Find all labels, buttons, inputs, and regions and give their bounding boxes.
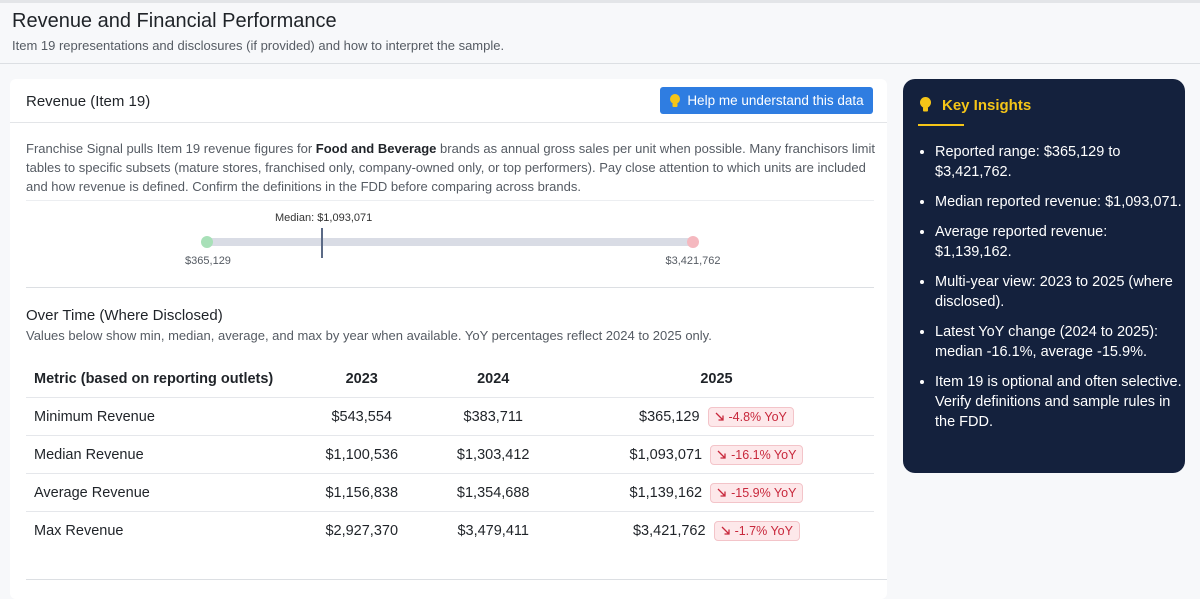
metric-name: Minimum Revenue: [34, 408, 155, 425]
intro-part: brands as annual gross sales per unit wh…: [26, 141, 876, 194]
yoy-badge: -16.1% YoY: [710, 444, 804, 465]
yoy-badge: -4.8% YoY: [707, 406, 794, 427]
yoy-badge: -1.7% YoY: [713, 520, 800, 541]
cell-value: $1,100,536: [325, 446, 399, 463]
divider: [26, 200, 874, 201]
metric-name: Max Revenue: [34, 522, 124, 539]
column-header: 2025: [700, 370, 733, 387]
table-row: Average Revenue $1,156,838 $1,354,688 $1,13…: [26, 473, 874, 512]
yoy-value: -16.1% YoY: [731, 447, 797, 462]
section-note: Values below show min, median, average, …: [26, 328, 712, 343]
cell-2025-wrap: $3,421,762 -1.7% YoY: [632, 520, 800, 541]
median-label: Median: $1,093,071: [275, 212, 373, 224]
intro-text: Franchise Signal pulls Item 19 revenue f…: [26, 139, 876, 196]
cell-2025-wrap: $1,139,162 -15.9% YoY: [629, 482, 804, 503]
metric-name: Average Revenue: [34, 484, 150, 501]
table-row: Max Revenue $2,927,370 $3,479,411 $3,421,76…: [26, 511, 874, 550]
intro-bold: Food and Beverage: [315, 141, 437, 156]
divider: [0, 63, 1200, 64]
table-row: Minimum Revenue $543,554 $383,711 $365,129 -…: [26, 397, 874, 436]
cell-value: $3,421,762: [632, 522, 706, 539]
help-button[interactable]: Help me understand this data: [660, 87, 873, 114]
cell-2025: $3,421,762 -1.7% YoY: [559, 512, 874, 550]
yoy-value: -15.9% YoY: [731, 485, 797, 500]
revenue-table: Metric (based on reporting outlets) 2023 2…: [26, 360, 874, 549]
column-header: 2024: [477, 370, 510, 387]
insight-item: Reported range: $365,129 to $3,421,762.: [935, 142, 1185, 182]
cell-2025-wrap: $365,129 -4.8% YoY: [639, 406, 794, 427]
intro-part: Franchise Signal pulls Item 19 revenue f…: [26, 141, 316, 156]
table-row: Median Revenue $1,100,536 $1,303,412 $1,093…: [26, 435, 874, 474]
button-label: Help me understand this data: [687, 93, 864, 108]
cell-value: $1,139,162: [629, 484, 703, 501]
cell-2025: $1,093,071 -16.1% YoY: [559, 436, 874, 474]
cell-value: $2,927,370: [325, 522, 399, 539]
max-label: $3,421,762: [665, 255, 721, 267]
cell-value: $1,093,071: [629, 446, 703, 463]
cell-value: $365,129: [639, 408, 700, 425]
table-header: Metric (based on reporting outlets) 2023 2…: [26, 360, 874, 398]
cell-value: $383,711: [463, 408, 523, 425]
insight-item: Multi-year view: 2023 to 2025 (where dis…: [935, 272, 1185, 312]
min-label: $365,129: [185, 255, 231, 267]
column-header: Metric (based on reporting outlets): [34, 370, 274, 387]
divider: [10, 122, 887, 123]
cell-value: $1,303,412: [456, 446, 530, 463]
table-body: Minimum Revenue $543,554 $383,711 $365,129 -…: [26, 397, 874, 550]
bulb-icon: [670, 93, 681, 107]
median-marker: [321, 228, 323, 258]
divider: [26, 579, 887, 580]
page-title: Revenue and Financial Performance: [12, 10, 337, 32]
insights-list: Reported range: $365,129 to $3,421,762. M…: [917, 142, 1185, 442]
range-min-dot: [201, 236, 213, 248]
cell-2025: $365,129 -4.8% YoY: [559, 398, 874, 436]
down-arrow-icon: [717, 488, 726, 497]
page: {"header": {"title": "Revenue and Financ…: [0, 0, 1200, 582]
cell-value: $1,156,838: [325, 484, 399, 501]
down-arrow-icon: [717, 450, 726, 459]
card-title: Revenue (Item 19): [26, 93, 151, 110]
cell-2025: $1,139,162 -15.9% YoY: [559, 474, 874, 512]
yoy-value: -1.7% YoY: [734, 523, 793, 538]
insight-item: Average reported revenue: $1,139,162.: [935, 222, 1185, 262]
insight-item: Item 19 is optional and often selective.…: [935, 372, 1185, 432]
cell-value: $543,554: [331, 408, 392, 425]
cell-2025-wrap: $1,093,071 -16.1% YoY: [629, 444, 804, 465]
insight-item: Latest YoY change (2024 to 2025): median…: [935, 322, 1185, 362]
revenue-card: [10, 79, 887, 599]
insights-panel: [903, 79, 1185, 473]
insight-item: Median reported revenue: $1,093,071.: [935, 192, 1185, 212]
yoy-value: -4.8% YoY: [728, 409, 787, 424]
yoy-badge: -15.9% YoY: [710, 482, 804, 503]
divider: [26, 287, 874, 288]
section-title: Over Time (Where Disclosed): [26, 307, 223, 324]
range-max-dot: [687, 236, 699, 248]
cell-value: $3,479,411: [457, 522, 529, 539]
range-track: [207, 238, 693, 246]
metric-name: Median Revenue: [34, 446, 144, 463]
down-arrow-icon: [715, 412, 724, 421]
cell-value: $1,354,688: [456, 484, 530, 501]
top-border: [0, 0, 1200, 3]
insights-title: Key Insights: [942, 97, 1032, 114]
title-underline: [918, 124, 964, 126]
column-header: 2023: [345, 370, 378, 387]
page-subtitle: Item 19 representations and disclosures …: [12, 38, 505, 53]
bulb-icon: [920, 97, 931, 112]
down-arrow-icon: [721, 526, 730, 535]
